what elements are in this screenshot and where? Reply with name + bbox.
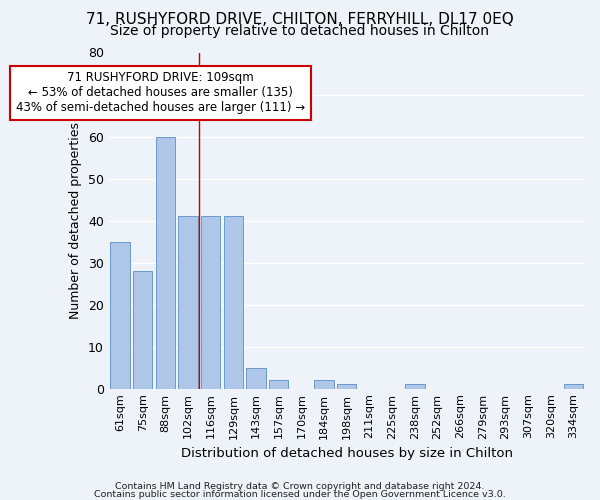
- Text: Contains public sector information licensed under the Open Government Licence v3: Contains public sector information licen…: [94, 490, 506, 499]
- Bar: [224, 216, 243, 388]
- Bar: [564, 384, 583, 388]
- Y-axis label: Number of detached properties: Number of detached properties: [69, 122, 82, 319]
- Bar: [156, 136, 175, 388]
- Text: Size of property relative to detached houses in Chilton: Size of property relative to detached ho…: [110, 24, 490, 38]
- Bar: [178, 216, 197, 388]
- Bar: [247, 368, 266, 388]
- Text: 71, RUSHYFORD DRIVE, CHILTON, FERRYHILL, DL17 0EQ: 71, RUSHYFORD DRIVE, CHILTON, FERRYHILL,…: [86, 12, 514, 28]
- Bar: [133, 271, 152, 388]
- Bar: [201, 216, 220, 388]
- Bar: [269, 380, 289, 388]
- Bar: [405, 384, 425, 388]
- Bar: [337, 384, 356, 388]
- X-axis label: Distribution of detached houses by size in Chilton: Distribution of detached houses by size …: [181, 447, 513, 460]
- Text: Contains HM Land Registry data © Crown copyright and database right 2024.: Contains HM Land Registry data © Crown c…: [115, 482, 485, 491]
- Bar: [110, 242, 130, 388]
- Text: 71 RUSHYFORD DRIVE: 109sqm
← 53% of detached houses are smaller (135)
43% of sem: 71 RUSHYFORD DRIVE: 109sqm ← 53% of deta…: [16, 72, 305, 114]
- Bar: [314, 380, 334, 388]
